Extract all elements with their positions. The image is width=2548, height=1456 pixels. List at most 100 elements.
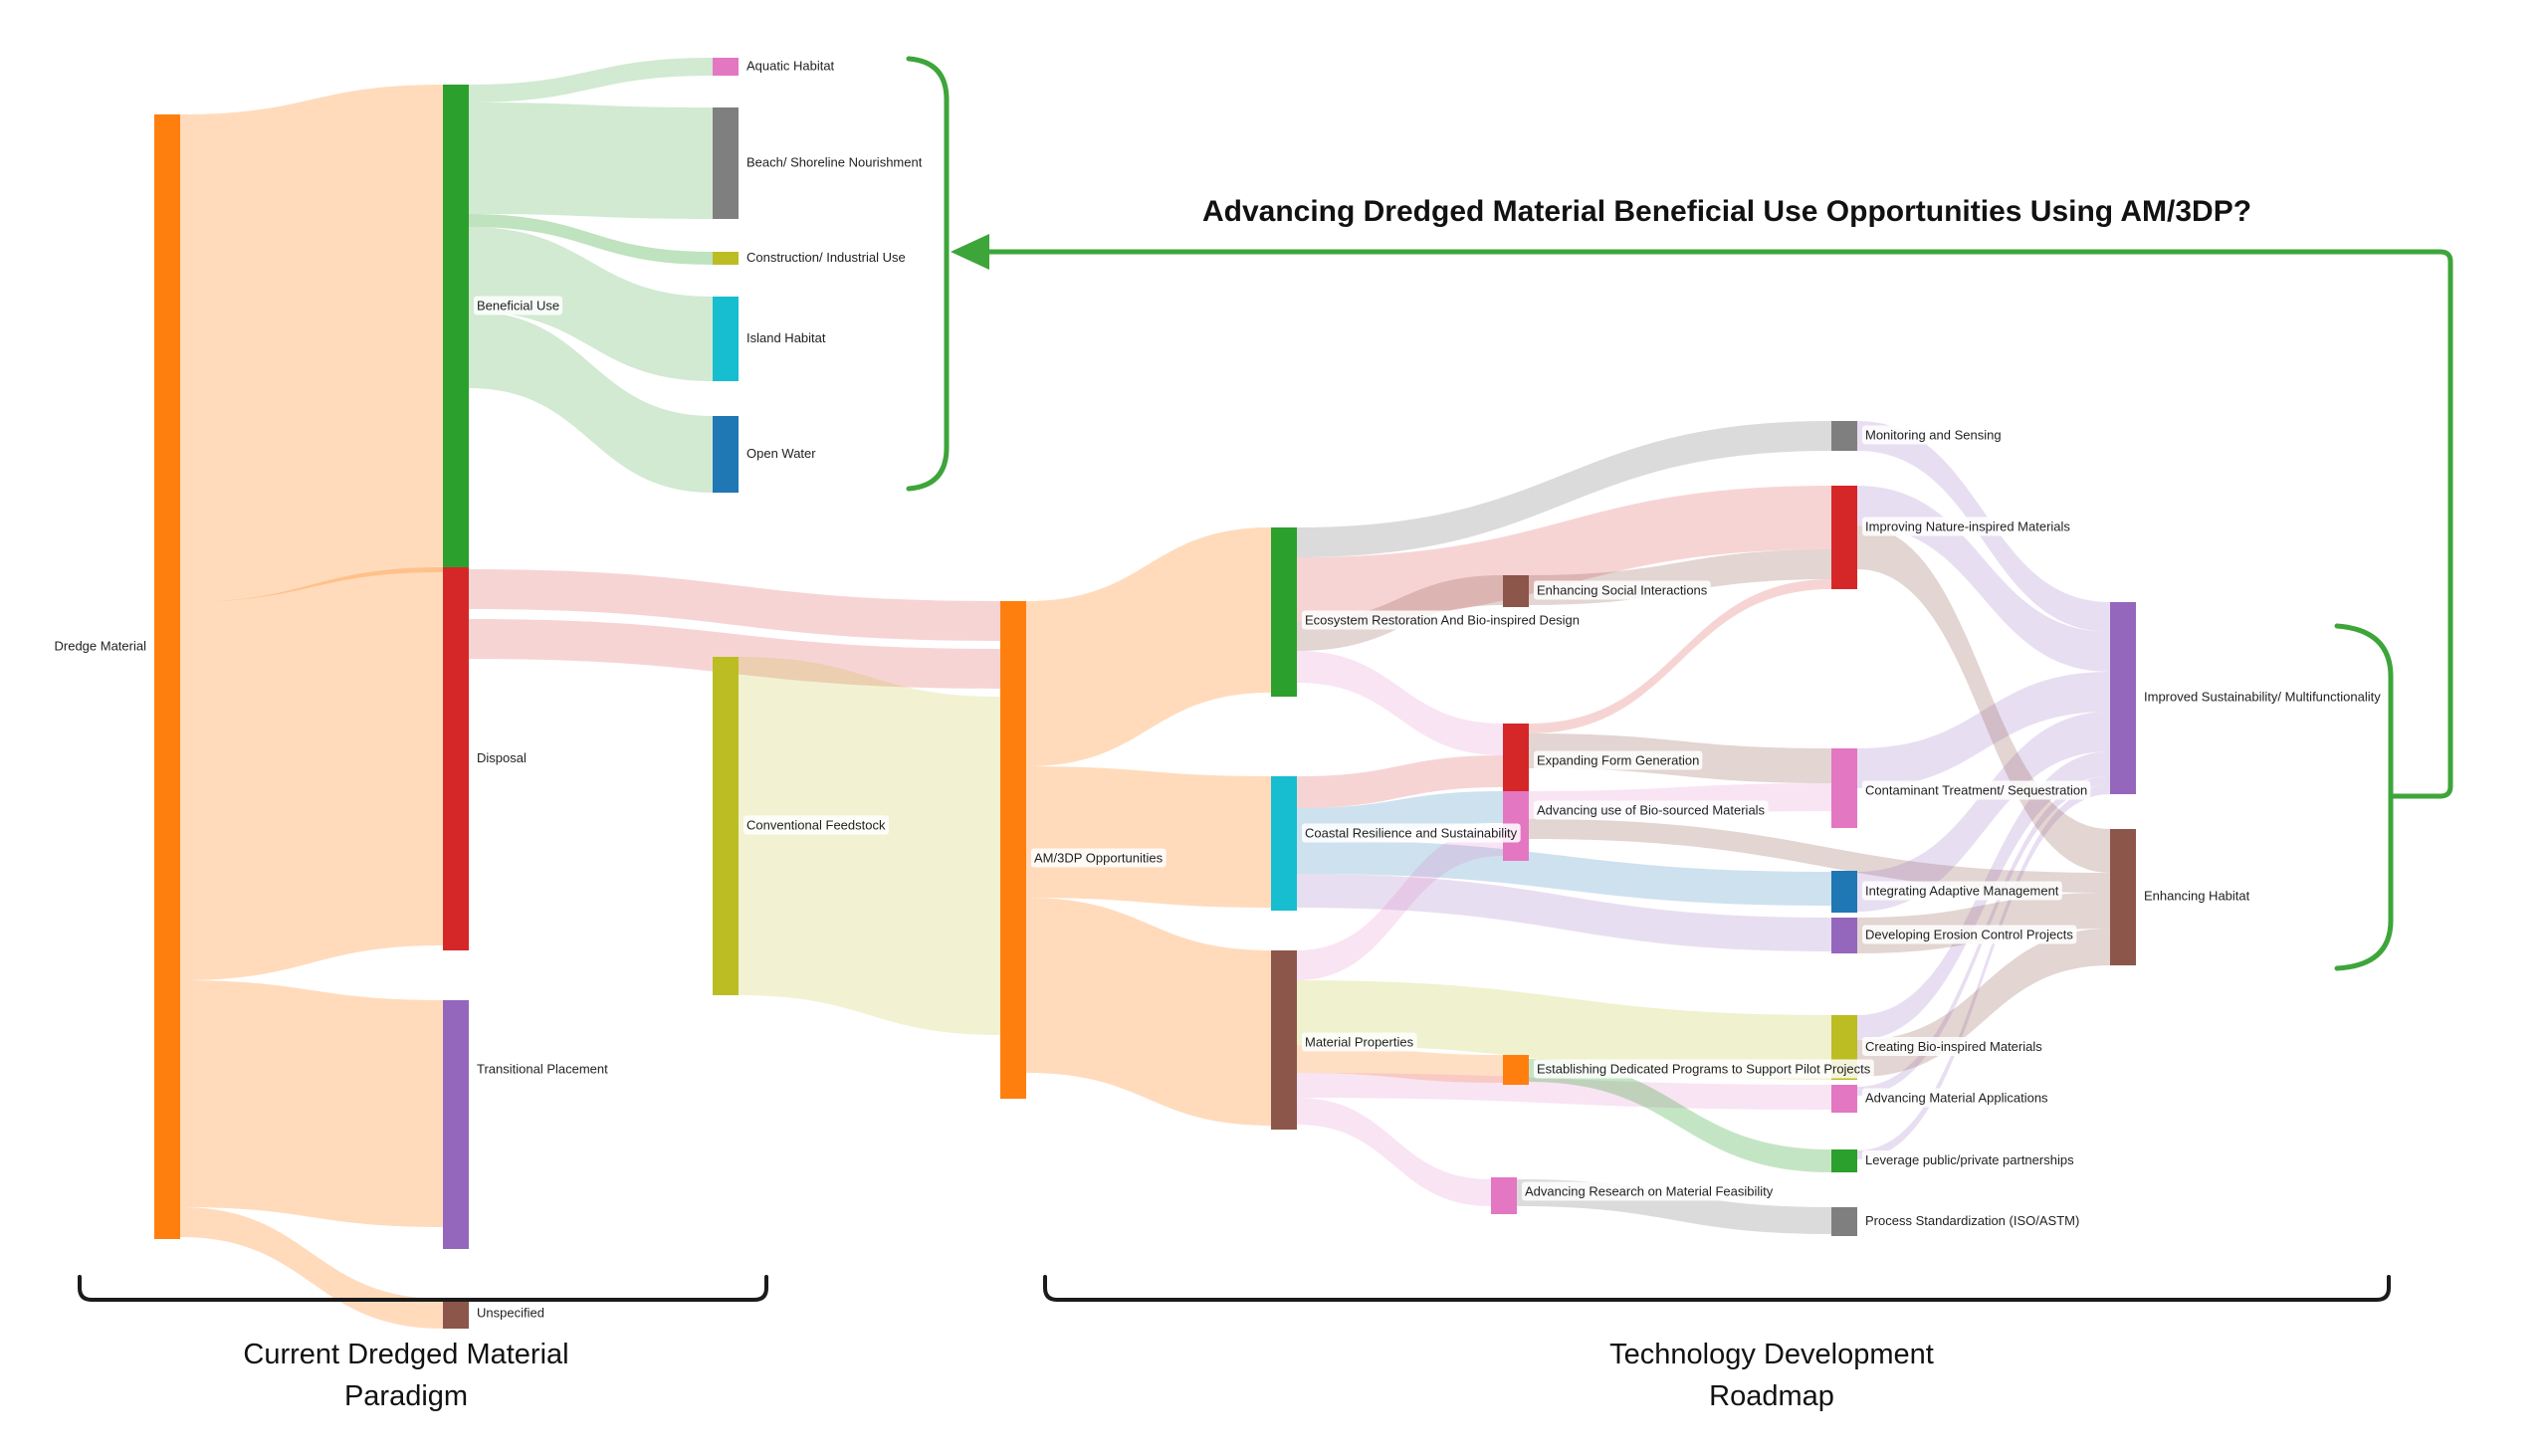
flow-expanding-form-generation-to-improving-nature-materials	[1529, 579, 1831, 733]
beneficial-use-group-bracket	[906, 56, 950, 492]
flow-dredge-material-to-disposal	[180, 567, 443, 980]
node-enhancing-social-interactions[interactable]	[1503, 575, 1529, 607]
flow-ecosystem-restoration-to-expanding-form-generation	[1297, 651, 1503, 755]
annotations-layer	[78, 56, 2453, 1302]
label-bg-advancing-material-applications	[1862, 1088, 2052, 1108]
flow-material-properties-to-establishing-dedicated-programs	[1297, 1045, 1503, 1083]
label-bg-integrating-adaptive-management	[1862, 881, 2062, 901]
node-open-water[interactable]	[713, 416, 739, 493]
node-transitional-placement[interactable]	[443, 1000, 469, 1249]
label-establishing-dedicated-programs: Establishing Dedicated Programs to Suppo…	[1537, 1061, 1871, 1076]
label-bg-ecosystem-restoration	[1302, 610, 1584, 630]
flow-ecosystem-restoration-to-improving-nature-materials	[1297, 486, 1831, 621]
node-contaminant-treatment[interactable]	[1831, 748, 1857, 828]
label-monitoring-sensing: Monitoring and Sensing	[1865, 427, 2002, 442]
right-section-label: Technology Development Roadmap	[1374, 1334, 2170, 1417]
flow-beneficial-use-to-open-water	[469, 312, 713, 493]
label-advancing-bio-sourced: Advancing use of Bio-sourced Materials	[1537, 802, 1766, 817]
node-establishing-dedicated-programs[interactable]	[1503, 1055, 1529, 1085]
label-bg-construction-industrial-use	[743, 247, 909, 267]
node-ecosystem-restoration[interactable]	[1271, 527, 1297, 697]
node-enhancing-habitat[interactable]	[2110, 829, 2136, 965]
label-advancing-material-applications: Advancing Material Applications	[1865, 1090, 2048, 1105]
flow-beneficial-use-to-aquatic-habitat	[469, 58, 713, 103]
label-bg-advancing-research-feasibility	[1522, 1181, 1777, 1201]
label-conventional-feedstock: Conventional Feedstock	[746, 817, 886, 832]
label-unspecified: Unspecified	[477, 1305, 544, 1320]
node-dredge-material[interactable]	[154, 114, 180, 1239]
flow-integrating-adaptive-management-to-improved-sustainability	[1857, 712, 2110, 912]
flow-disposal-to-am3dp-opportunities	[469, 619, 1000, 689]
label-beneficial-use: Beneficial Use	[477, 298, 559, 312]
node-integrating-adaptive-management[interactable]	[1831, 871, 1857, 913]
node-improving-nature-materials[interactable]	[1831, 486, 1857, 589]
label-bg-coastal-resilience	[1302, 823, 1521, 843]
left-section-line1: Current Dredged Material	[243, 1339, 569, 1370]
label-process-standardization: Process Standardization (ISO/ASTM)	[1865, 1213, 2079, 1228]
node-conventional-feedstock[interactable]	[713, 657, 739, 995]
label-improved-sustainability: Improved Sustainability/ Multifunctional…	[2144, 689, 2381, 704]
label-bg-open-water	[743, 443, 820, 463]
outcome-group-bracket	[2334, 623, 2394, 971]
label-bg-leverage-partnerships	[1862, 1149, 2078, 1169]
flow-am3dp-opportunities-to-ecosystem-restoration	[1026, 527, 1271, 766]
flow-beneficial-use-to-beach-shoreline-nourishment	[469, 103, 713, 219]
flow-coastal-resilience-to-developing-erosion-control	[1297, 874, 1831, 951]
flow-establishing-dedicated-programs-to-leverage-partnerships	[1529, 1059, 1831, 1172]
label-bg-island-habitat	[743, 327, 829, 347]
label-bg-improved-sustainability	[2141, 687, 2385, 707]
node-beneficial-use[interactable]	[443, 85, 469, 572]
label-enhancing-social-interactions: Enhancing Social Interactions	[1537, 582, 1708, 597]
flow-material-properties-to-advancing-research-feasibility	[1297, 1098, 1491, 1206]
node-leverage-partnerships[interactable]	[1831, 1149, 1857, 1172]
label-beach-shoreline-nourishment: Beach/ Shoreline Nourishment	[746, 154, 923, 169]
label-creating-bio-inspired: Creating Bio-inspired Materials	[1865, 1039, 2042, 1054]
label-expanding-form-generation: Expanding Form Generation	[1537, 752, 1699, 767]
node-aquatic-habitat[interactable]	[713, 58, 739, 76]
label-coastal-resilience: Coastal Resilience and Sustainability	[1305, 825, 1518, 840]
label-bg-conventional-feedstock	[743, 815, 889, 835]
label-bg-monitoring-sensing	[1862, 425, 2005, 445]
label-transitional-placement: Transitional Placement	[477, 1061, 608, 1076]
flow-conventional-feedstock-to-am3dp-opportunities	[739, 657, 1000, 1035]
flow-beneficial-use-to-island-habitat	[469, 227, 713, 381]
node-developing-erosion-control[interactable]	[1831, 918, 1857, 953]
node-disposal[interactable]	[443, 567, 469, 950]
label-contaminant-treatment: Contaminant Treatment/ Sequestration	[1865, 782, 2087, 797]
node-construction-industrial-use[interactable]	[713, 252, 739, 265]
node-advancing-material-applications[interactable]	[1831, 1085, 1857, 1113]
node-beach-shoreline-nourishment[interactable]	[713, 107, 739, 219]
flow-am3dp-opportunities-to-coastal-resilience	[1026, 766, 1271, 908]
flow-dredge-material-to-beneficial-use	[180, 85, 443, 602]
label-bg-transitional-placement	[474, 1059, 612, 1079]
node-process-standardization[interactable]	[1831, 1207, 1857, 1236]
label-enhancing-habitat: Enhancing Habitat	[2144, 888, 2250, 903]
node-advancing-research-feasibility[interactable]	[1491, 1177, 1517, 1214]
left-section-bracket	[78, 1275, 768, 1302]
page-title: Advancing Dredged Material Beneficial Us…	[1201, 195, 2252, 228]
node-improved-sustainability[interactable]	[2110, 602, 2136, 794]
flow-am3dp-opportunities-to-material-properties	[1026, 898, 1271, 1126]
label-am3dp-opportunities: AM/3DP Opportunities	[1034, 850, 1164, 865]
flow-material-properties-to-creating-bio-inspired	[1297, 980, 1831, 1080]
label-island-habitat: Island Habitat	[746, 330, 826, 345]
node-am3dp-opportunities[interactable]	[1000, 601, 1026, 1099]
label-bg-contaminant-treatment	[1862, 780, 2091, 800]
right-section-line2: Roadmap	[1709, 1380, 1834, 1413]
node-coastal-resilience[interactable]	[1271, 776, 1297, 911]
flow-contaminant-treatment-to-improved-sustainability	[1857, 672, 2110, 788]
flow-material-properties-to-advancing-material-applications	[1297, 1073, 1831, 1110]
node-island-habitat[interactable]	[713, 297, 739, 381]
left-section-line2: Paradigm	[343, 1380, 469, 1413]
label-bg-beneficial-use	[474, 296, 563, 315]
label-integrating-adaptive-management: Integrating Adaptive Management	[1865, 883, 2059, 898]
label-bg-process-standardization	[1862, 1210, 2083, 1230]
node-material-properties[interactable]	[1271, 950, 1297, 1130]
label-bg-developing-erosion-control	[1862, 925, 2077, 944]
flow-ecosystem-restoration-to-monitoring-sensing	[1297, 421, 1831, 557]
right-section-bracket	[1043, 1275, 2391, 1302]
node-expanding-form-generation[interactable]	[1503, 724, 1529, 791]
node-unspecified[interactable]	[443, 1299, 469, 1329]
node-monitoring-sensing[interactable]	[1831, 421, 1857, 451]
